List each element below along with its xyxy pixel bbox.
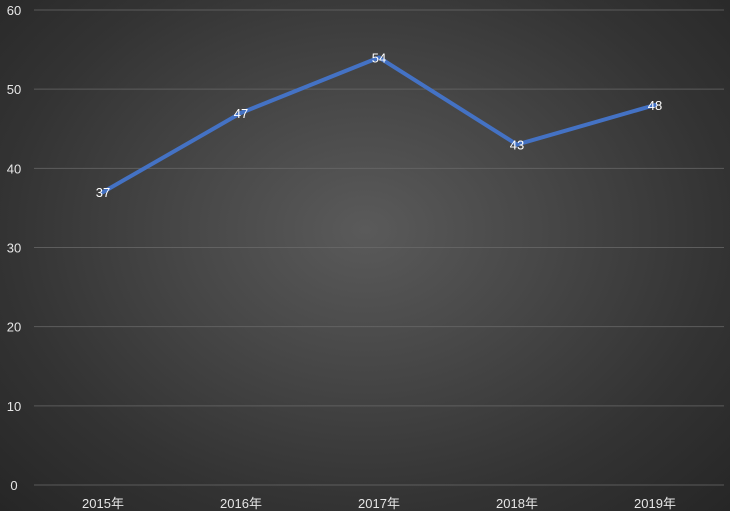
x-tick-label: 2019年 [634,496,676,511]
data-point [101,190,105,195]
y-tick-label: 0 [10,478,17,493]
x-tick-label: 2016年 [220,496,262,511]
data-label: 43 [510,138,524,153]
y-tick-label: 20 [7,320,21,335]
data-point [515,142,519,147]
y-tick-label: 40 [7,161,21,176]
data-label: 48 [648,98,662,113]
y-tick-label: 10 [7,399,21,414]
data-point [239,110,243,115]
data-label: 47 [234,106,248,121]
data-label: 37 [96,185,110,200]
y-tick-label: 50 [7,82,21,97]
series-group [101,55,657,195]
gridlines [34,9,724,486]
y-axis-tick-labels: 0 10 20 30 40 50 60 [7,3,21,493]
data-label: 54 [372,51,386,66]
x-tick-label: 2018年 [496,496,538,511]
y-tick-label: 60 [7,3,21,18]
x-tick-label: 2015年 [82,496,124,511]
x-tick-label: 2017年 [358,496,400,511]
data-point [653,103,657,107]
y-tick-label: 30 [7,241,21,256]
series-line [101,55,657,195]
x-axis-tick-labels: 2015年 2016年 2017年 2018年 2019年 [82,496,676,511]
data-labels: 37 47 54 43 48 [96,51,662,201]
data-point [377,55,381,60]
